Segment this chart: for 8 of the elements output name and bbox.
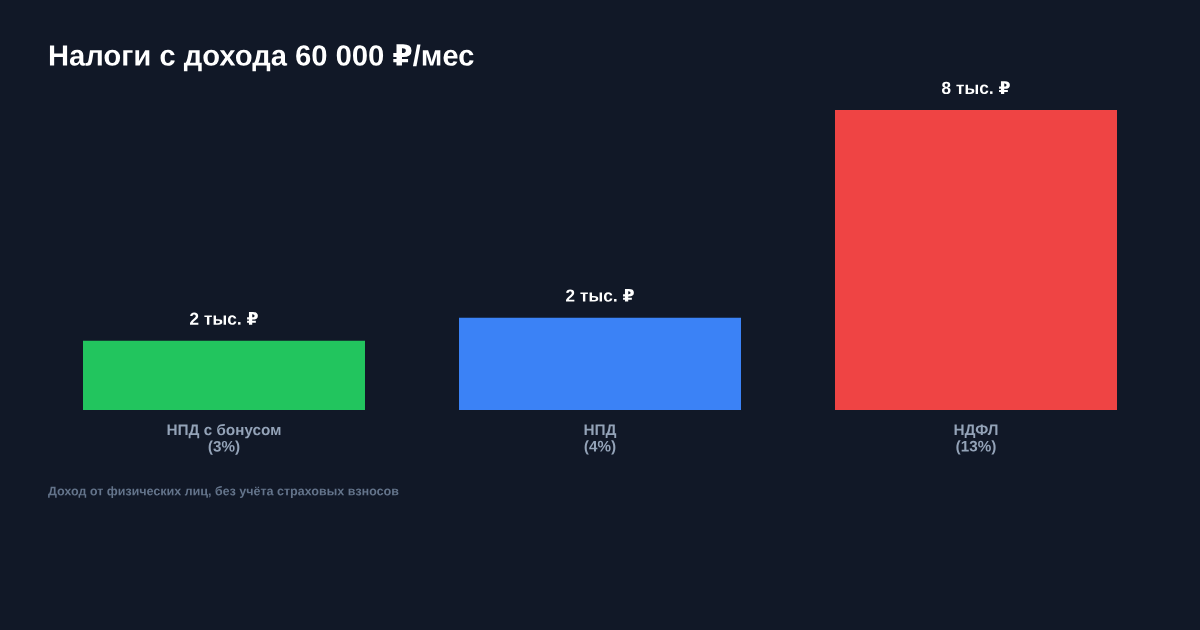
x-tick-label: НДФЛ (13%) xyxy=(954,424,998,455)
chart-title: Налоги с дохода 60 000 ₽/мес xyxy=(49,44,474,72)
x-tick-label: НПД с бонусом (3%) xyxy=(167,423,281,455)
x-tick-label: НПД (4%) xyxy=(584,424,617,455)
text: Доход от физических лиц, без учёта страховых взносов xyxy=(48,486,399,498)
data-label: 2 тыс. ₽ xyxy=(566,288,634,302)
data-label: 2 тыс. ₽ xyxy=(190,312,258,325)
data-label: 8 тыс. ₽ xyxy=(941,81,1010,95)
